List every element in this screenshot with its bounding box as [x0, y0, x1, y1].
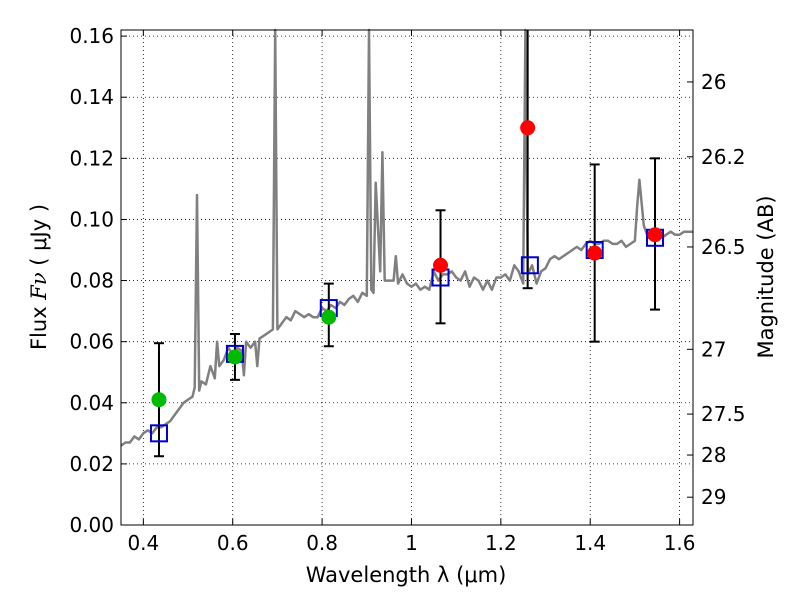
right-tick-label: 26.2	[701, 145, 746, 169]
y-tick-label: 0.14	[69, 85, 114, 109]
nir-data-point	[647, 227, 663, 243]
model-box-marker	[520, 256, 539, 275]
y-axis-title: Flux Fν ( μJy )	[27, 204, 51, 350]
x-tick-label: 1	[405, 531, 418, 555]
y-tick-label: 0.04	[69, 391, 114, 415]
y-axis-title-prefix: Flux	[27, 300, 51, 350]
plot-frame	[120, 29, 694, 526]
right-tick-label: 26.5	[701, 235, 746, 259]
x-tick-label: 1.2	[485, 531, 517, 555]
y-tick-label: 0.16	[69, 24, 114, 48]
x-tick-label: 0.4	[127, 531, 159, 555]
nir-data-point	[587, 245, 603, 261]
y-tick-label: 0.08	[69, 269, 114, 293]
y-axis-title-symbol: Fν	[27, 272, 51, 301]
y-tick-label: 0.02	[69, 452, 114, 476]
x-tick-label: 1.4	[574, 531, 606, 555]
right-axis-title: Magnitude (AB)	[754, 195, 778, 358]
x-tick-label: 0.8	[306, 531, 338, 555]
right-tick-label: 29	[701, 485, 726, 509]
y-tick-label: 0.12	[69, 146, 114, 170]
right-tick-label: 27	[701, 337, 726, 361]
x-tick-label: 1.6	[664, 531, 696, 555]
optical-data-point	[151, 392, 167, 408]
nir-data-point	[433, 257, 449, 273]
optical-data-point	[321, 309, 337, 325]
y-axis-title-units: ( μJy )	[27, 204, 51, 272]
model-box-marker	[149, 424, 168, 443]
optical-data-point	[227, 349, 243, 365]
y-tick-label: 0.00	[69, 513, 114, 537]
data-point-layer	[151, 120, 663, 408]
right-tick-label: 27.5	[701, 402, 746, 426]
right-tick-label: 26	[701, 70, 726, 94]
x-axis-title: Wavelength λ (μm)	[306, 563, 507, 587]
x-tick-label: 0.6	[217, 531, 249, 555]
nir-data-point	[520, 120, 536, 136]
y-tick-label: 0.10	[69, 207, 114, 231]
y-tick-label: 0.06	[69, 330, 114, 354]
right-tick-label: 28	[701, 443, 726, 467]
axes-layer: 0.4 0.6 0.8 1 1.2 1.4 1.6 0.00 0.02 0.04 0.06 0.08 0…	[69, 24, 745, 555]
